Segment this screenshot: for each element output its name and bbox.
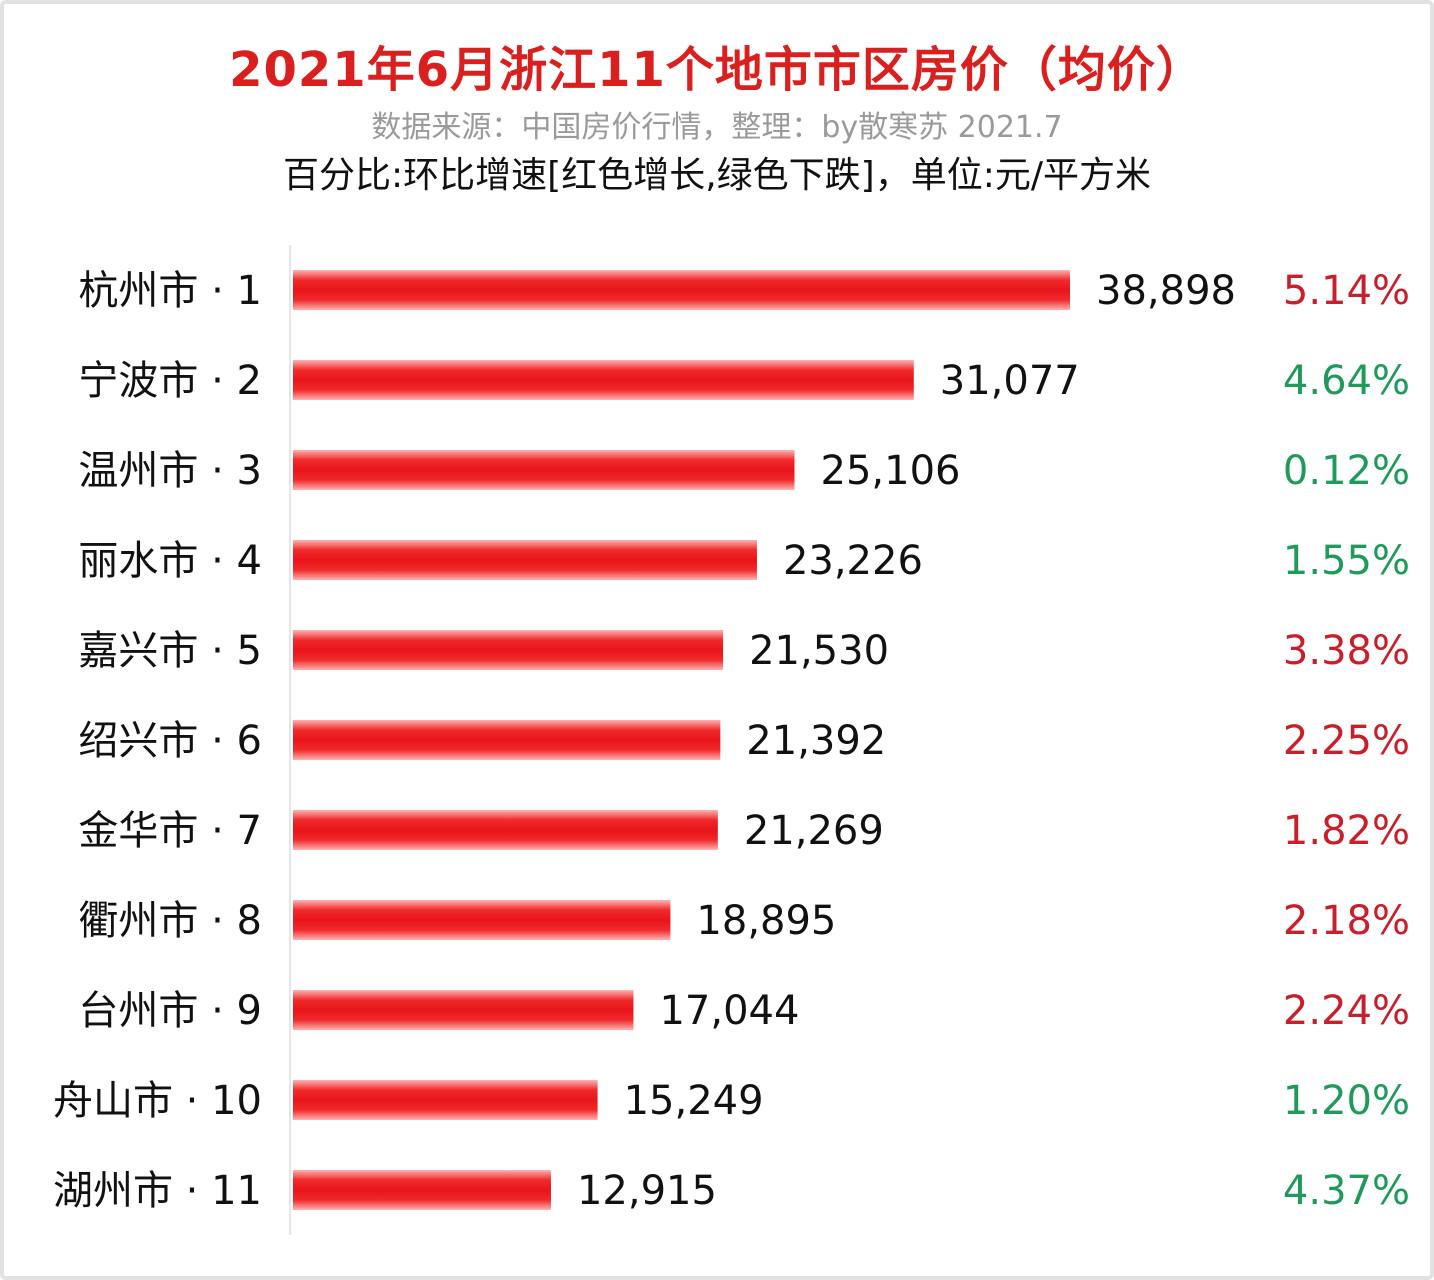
category-label: 舟山市 · 10 [53,1078,262,1124]
pct-change-label: 1.82% [1283,808,1410,854]
bar [293,270,1070,310]
pct-change-label: 2.25% [1283,718,1410,764]
category-label: 绍兴市 · 6 [78,718,262,764]
category-label: 丽水市 · 4 [78,538,262,584]
value-label: 15,249 [624,1078,764,1124]
value-label: 21,269 [744,808,884,854]
bar [293,1170,551,1210]
chart-title: 2021年6月浙江11个地市市区房价（均价） [229,42,1205,98]
category-label: 温州市 · 3 [78,448,262,494]
pct-change-label: 5.14% [1283,268,1410,314]
bar [293,810,718,850]
value-label: 21,392 [746,718,886,764]
category-label: 衢州市 · 8 [78,898,262,944]
bar [293,1080,598,1120]
pct-change-label: 2.24% [1283,988,1410,1034]
bar [293,450,795,490]
pct-change-label: 2.18% [1283,898,1410,944]
category-label: 嘉兴市 · 5 [78,628,262,674]
category-label: 杭州市 · 1 [78,268,262,314]
pct-change-label: 4.64% [1283,358,1410,404]
bars-group: 杭州市 · 1 38,898 5.14% 宁波市 · 2 31,077 4.64% 温州市 … [53,268,1410,1214]
value-label: 31,077 [940,358,1080,404]
pct-change-label: 3.38% [1283,628,1410,674]
pct-change-label: 0.12% [1283,448,1410,494]
category-label: 宁波市 · 2 [78,358,262,404]
bar [293,720,721,760]
bar [293,900,671,940]
pct-change-label: 4.37% [1283,1168,1410,1214]
value-label: 21,530 [749,628,889,674]
category-label: 金华市 · 7 [78,808,262,854]
pct-change-label: 1.55% [1283,538,1410,584]
pct-change-label: 1.20% [1283,1078,1410,1124]
bar [293,990,634,1030]
chart-subtitle: 数据来源：中国房价行情，整理：by散寒苏 2021.7 [371,110,1063,145]
category-label: 台州市 · 9 [78,988,262,1034]
chart-note: 百分比:环比增速[红色增长,绿色下跌]，单位:元/平方米 [283,155,1151,196]
value-label: 12,915 [577,1168,717,1214]
value-label: 18,895 [696,898,836,944]
bar [293,540,757,580]
value-label: 23,226 [783,538,923,584]
value-label: 38,898 [1096,268,1236,314]
category-label: 湖州市 · 11 [53,1168,262,1214]
value-label: 25,106 [821,448,961,494]
value-label: 17,044 [659,988,799,1034]
bar [293,630,724,670]
bar [293,360,914,400]
